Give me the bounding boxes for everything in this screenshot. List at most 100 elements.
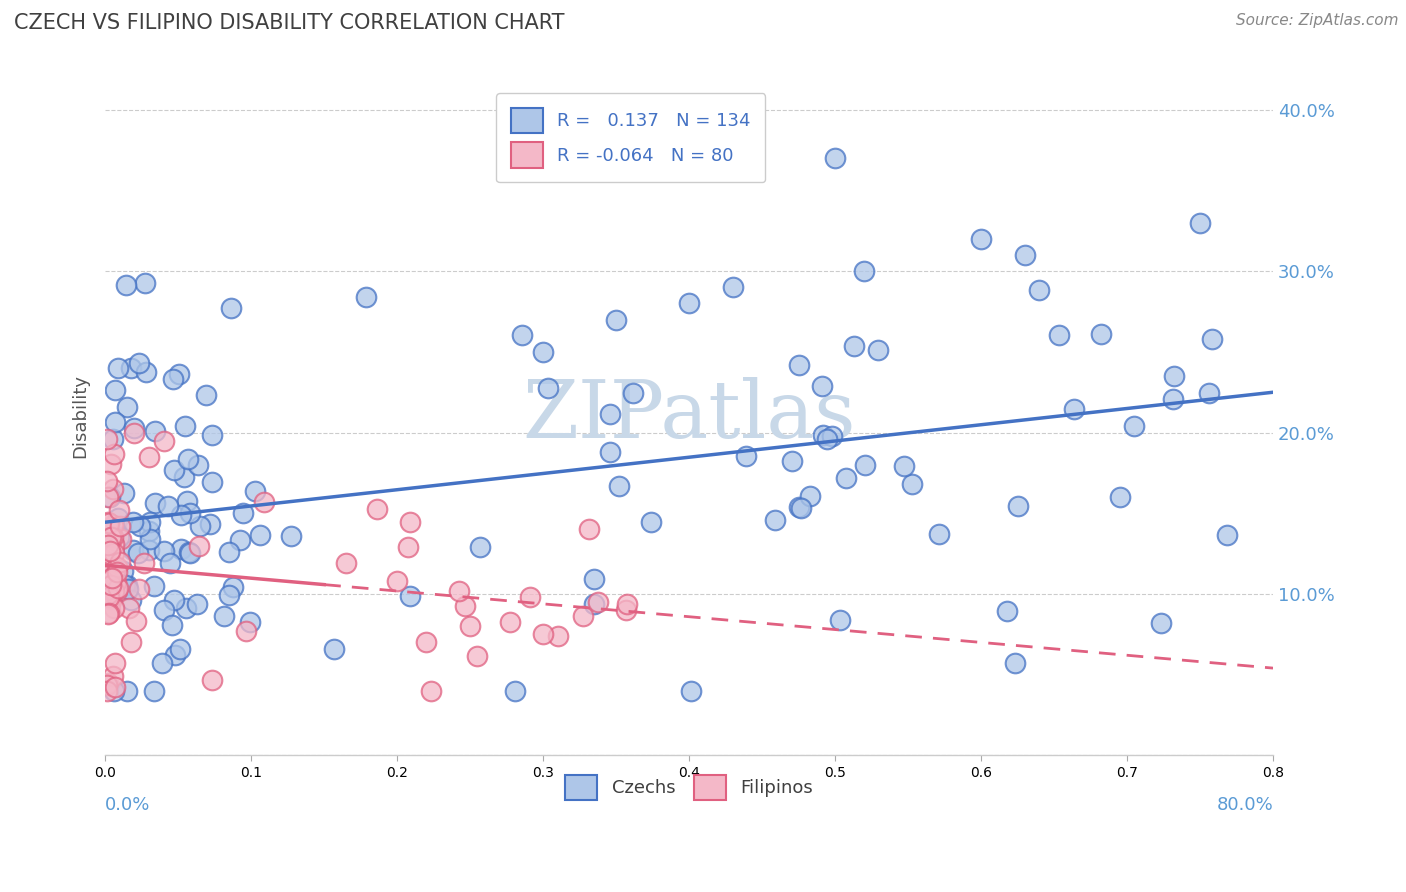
Text: Source: ZipAtlas.com: Source: ZipAtlas.com bbox=[1236, 13, 1399, 29]
Point bbox=[121, 516, 143, 530]
Point bbox=[97, 567, 120, 582]
Point bbox=[96, 432, 118, 446]
Point bbox=[218, 588, 240, 602]
Point bbox=[101, 518, 124, 533]
Point bbox=[100, 583, 122, 598]
Point bbox=[104, 383, 127, 397]
Point bbox=[640, 515, 662, 529]
Point bbox=[97, 587, 120, 601]
Point bbox=[815, 432, 838, 446]
Point bbox=[1014, 248, 1036, 262]
Point bbox=[94, 549, 117, 564]
Point bbox=[110, 532, 132, 546]
Point bbox=[1150, 615, 1173, 630]
Point bbox=[98, 566, 121, 580]
Point bbox=[120, 592, 142, 607]
Point bbox=[169, 508, 191, 522]
Point bbox=[107, 530, 129, 544]
Point bbox=[103, 583, 125, 598]
Text: CZECH VS FILIPINO DISABILITY CORRELATION CHART: CZECH VS FILIPINO DISABILITY CORRELATION… bbox=[14, 13, 565, 33]
Point bbox=[163, 462, 186, 476]
Point bbox=[153, 603, 176, 617]
Point bbox=[821, 429, 844, 443]
Point bbox=[107, 510, 129, 524]
Point bbox=[122, 421, 145, 435]
Point bbox=[104, 680, 127, 694]
Point bbox=[280, 529, 302, 543]
Point bbox=[117, 578, 139, 592]
Point bbox=[105, 560, 128, 574]
Point bbox=[159, 556, 181, 570]
Point bbox=[419, 683, 441, 698]
Point bbox=[1216, 528, 1239, 542]
Point bbox=[1007, 500, 1029, 514]
Point bbox=[100, 530, 122, 544]
Point bbox=[835, 471, 858, 485]
Point bbox=[96, 474, 118, 488]
Point bbox=[499, 615, 522, 629]
Point bbox=[1161, 392, 1184, 406]
Point bbox=[179, 545, 201, 559]
Point bbox=[537, 381, 560, 395]
Point bbox=[96, 607, 118, 621]
Point bbox=[138, 524, 160, 539]
Point bbox=[799, 490, 821, 504]
Point bbox=[195, 388, 218, 402]
Point bbox=[103, 683, 125, 698]
Point bbox=[97, 561, 120, 575]
Point bbox=[142, 579, 165, 593]
Point bbox=[970, 232, 993, 246]
Point bbox=[200, 516, 222, 531]
Point bbox=[162, 617, 184, 632]
Point bbox=[173, 470, 195, 484]
Point bbox=[853, 264, 876, 278]
Point bbox=[582, 597, 605, 611]
Point bbox=[96, 683, 118, 698]
Point bbox=[721, 280, 744, 294]
Point bbox=[98, 516, 121, 530]
Point bbox=[117, 582, 139, 597]
Point bbox=[100, 457, 122, 471]
Point bbox=[101, 669, 124, 683]
Point bbox=[98, 592, 121, 607]
Point bbox=[103, 601, 125, 615]
Point bbox=[789, 500, 811, 515]
Point bbox=[124, 614, 146, 628]
Point bbox=[104, 575, 127, 590]
Point bbox=[103, 546, 125, 560]
Point bbox=[176, 493, 198, 508]
Point bbox=[787, 358, 810, 372]
Point bbox=[115, 683, 138, 698]
Point bbox=[222, 580, 245, 594]
Point bbox=[465, 648, 488, 663]
Point bbox=[138, 515, 160, 529]
Point bbox=[128, 356, 150, 370]
Point bbox=[212, 609, 235, 624]
Point bbox=[1063, 401, 1085, 416]
Point bbox=[121, 543, 143, 558]
Point bbox=[454, 599, 477, 614]
Point bbox=[188, 539, 211, 553]
Point bbox=[100, 578, 122, 592]
Point bbox=[163, 593, 186, 607]
Point bbox=[107, 584, 129, 599]
Point bbox=[98, 607, 121, 621]
Point bbox=[531, 344, 554, 359]
Point bbox=[1090, 326, 1112, 341]
Point bbox=[103, 537, 125, 551]
Point bbox=[165, 648, 187, 663]
Legend: Czechs, Filipinos: Czechs, Filipinos bbox=[558, 767, 821, 807]
Point bbox=[245, 484, 267, 499]
Point bbox=[132, 557, 155, 571]
Point bbox=[609, 479, 631, 493]
Point bbox=[108, 519, 131, 533]
Point bbox=[138, 542, 160, 557]
Point bbox=[322, 641, 344, 656]
Point bbox=[830, 613, 852, 627]
Point bbox=[235, 624, 257, 638]
Point bbox=[578, 522, 600, 536]
Point bbox=[152, 434, 174, 448]
Point bbox=[174, 419, 197, 434]
Point bbox=[599, 445, 621, 459]
Point bbox=[928, 526, 950, 541]
